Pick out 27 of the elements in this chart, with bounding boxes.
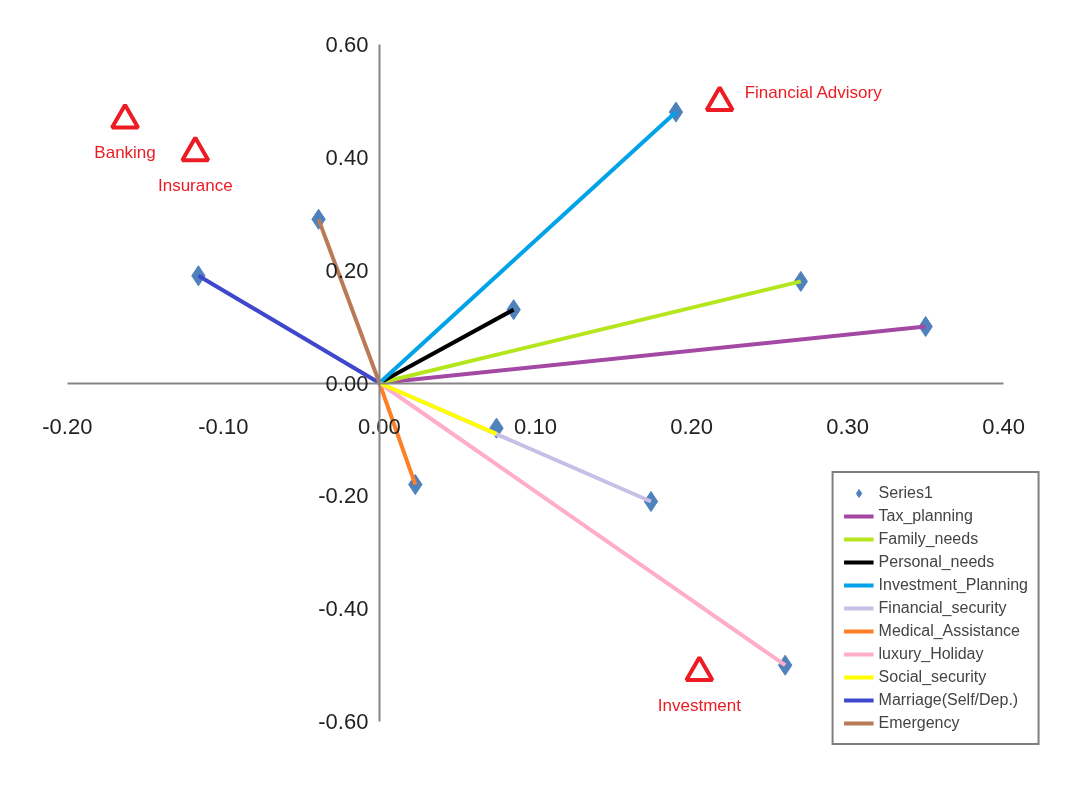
legend-label: Personal_needs (878, 553, 995, 571)
x-tick-label: 0.10 (514, 414, 557, 439)
legend-label: luxury_Holiday (878, 645, 984, 663)
y-tick-label: 0.60 (325, 31, 369, 57)
annotation: Investment (657, 695, 742, 715)
legend-label: Marriage(Self/Dep.) (878, 691, 1019, 709)
legend-label: Series1 (878, 484, 933, 502)
x-tick-label: -0.20 (42, 414, 93, 439)
annotation: Financial Advisory (744, 83, 883, 103)
y-tick-label: -0.20 (318, 483, 369, 509)
legend-label: Medical_Assistance (878, 622, 1020, 640)
legend-label: Tax_planning (878, 507, 973, 525)
annotation: Banking (94, 142, 156, 162)
x-tick-label: 0.40 (982, 414, 1026, 439)
y-tick-label: 0.40 (325, 144, 369, 170)
annotation: Insurance (157, 175, 233, 195)
y-tick-label: -0.60 (318, 709, 369, 735)
legend-label: Family_needs (878, 530, 979, 548)
x-tick-label: 0.20 (670, 414, 713, 439)
y-tick-label: 0.00 (325, 370, 369, 396)
y-tick-label: -0.40 (318, 596, 369, 622)
x-tick-label: 0.30 (826, 414, 870, 439)
legend-label: Emergency (878, 714, 960, 732)
legend-label: Social_security (878, 668, 987, 686)
legend-label: Financial_security (878, 599, 1007, 617)
legend-label: Investment_Planning (878, 576, 1028, 594)
x-tick-label: -0.10 (198, 414, 249, 439)
